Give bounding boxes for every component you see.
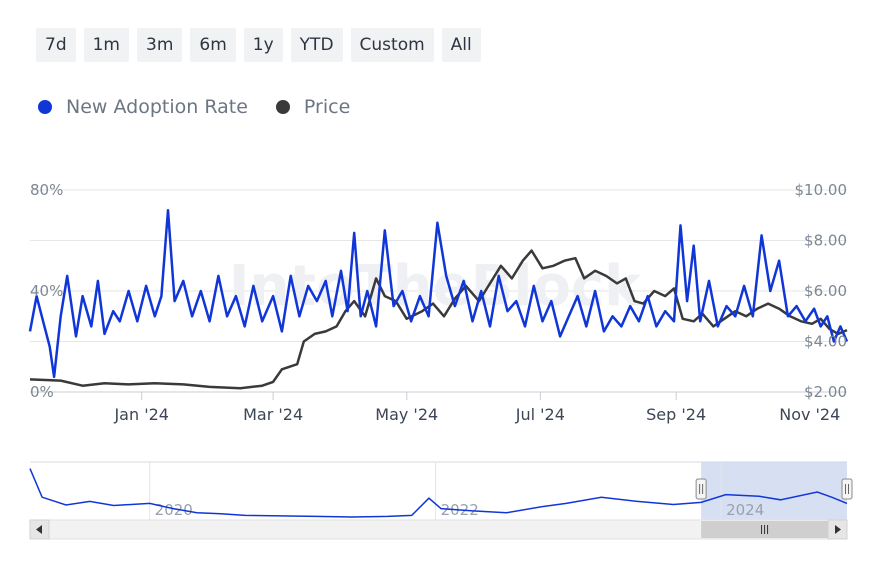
range-button-1m[interactable]: 1m xyxy=(83,28,129,62)
navigator-handle-left[interactable] xyxy=(695,478,707,500)
y-left-tick-label: 40% xyxy=(30,282,63,300)
navigator-tick-label: 2020 xyxy=(155,501,193,519)
navigator-scrollbar[interactable] xyxy=(29,519,848,540)
navigator-handle-right[interactable] xyxy=(841,478,853,500)
navigator-tick-label: 2024 xyxy=(726,501,764,519)
axis-labels: $2.00 $4.00 $6.00 $8.00 $10.00 0% 40% 80% Jan '2… xyxy=(30,181,847,424)
navigator[interactable]: 2020 2022 2024 xyxy=(29,461,853,540)
x-tick-label: Jan '24 xyxy=(113,405,169,424)
legend-label-price: Price xyxy=(303,96,351,118)
x-tick-label: Sep '24 xyxy=(646,405,706,424)
x-tick-label: Mar '24 xyxy=(243,405,303,424)
range-selector: 7d 1m 3m 6m 1y YTD Custom All xyxy=(36,28,481,62)
chart-legend: New Adoption Rate Price xyxy=(38,96,350,118)
legend-item-price[interactable]: Price xyxy=(275,96,351,118)
x-tick-label: Jul '24 xyxy=(515,405,565,424)
range-button-1y[interactable]: 1y xyxy=(243,28,283,62)
series-line-adoption xyxy=(28,208,849,379)
x-tick-label: Nov '24 xyxy=(779,405,840,424)
y-right-tick-label: $2.00 xyxy=(804,383,847,401)
y-left-tick-label: 0% xyxy=(30,383,54,401)
navigator-selection[interactable] xyxy=(701,462,847,520)
range-button-custom[interactable]: Custom xyxy=(350,28,434,62)
handle-body[interactable] xyxy=(695,478,707,500)
range-button-6m[interactable]: 6m xyxy=(190,28,236,62)
y-left-tick-label: 80% xyxy=(30,181,63,199)
chevron-right-icon xyxy=(835,525,841,534)
chevron-left-icon xyxy=(36,525,42,534)
y-right-tick-label: $8.00 xyxy=(804,232,847,250)
navigator-series-line xyxy=(29,468,848,518)
legend-label-adoption: New Adoption Rate xyxy=(66,96,248,118)
legend-item-adoption[interactable]: New Adoption Rate xyxy=(38,96,248,118)
range-button-all[interactable]: All xyxy=(441,28,481,62)
handle-body[interactable] xyxy=(841,478,853,500)
y-right-tick-label: $10.00 xyxy=(795,181,848,199)
legend-marker-price xyxy=(275,100,290,114)
x-tick-label: May '24 xyxy=(375,405,438,424)
range-button-7d[interactable]: 7d xyxy=(36,28,76,62)
y-right-tick-label: $6.00 xyxy=(804,282,847,300)
y-right-tick-label: $4.00 xyxy=(804,333,847,351)
range-button-3m[interactable]: 3m xyxy=(137,28,183,62)
adoption-layer xyxy=(28,208,849,379)
range-button-ytd[interactable]: YTD xyxy=(290,28,343,62)
legend-marker-adoption xyxy=(38,100,52,114)
